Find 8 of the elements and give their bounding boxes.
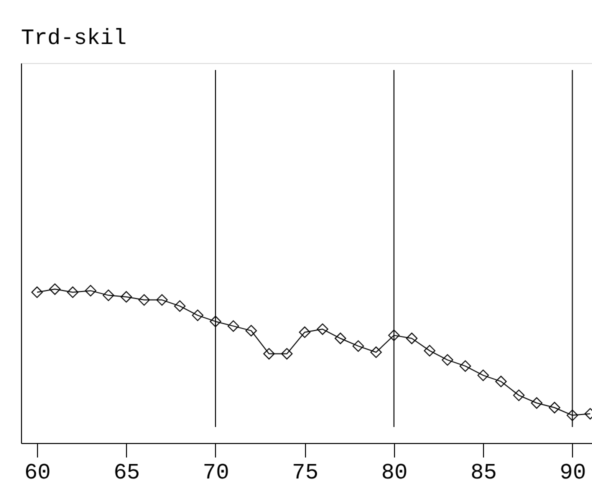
x-tick-label: 60 — [24, 460, 51, 486]
x-tick-label: 85 — [470, 460, 497, 486]
x-tick-label: 65 — [114, 460, 140, 486]
x-tick-label: 80 — [381, 460, 408, 486]
x-tick-label: 90 — [560, 460, 586, 486]
x-tick-label: 75 — [292, 460, 318, 486]
chart-title: Trd-skil — [21, 26, 127, 51]
x-tick-label: 70 — [202, 460, 230, 486]
